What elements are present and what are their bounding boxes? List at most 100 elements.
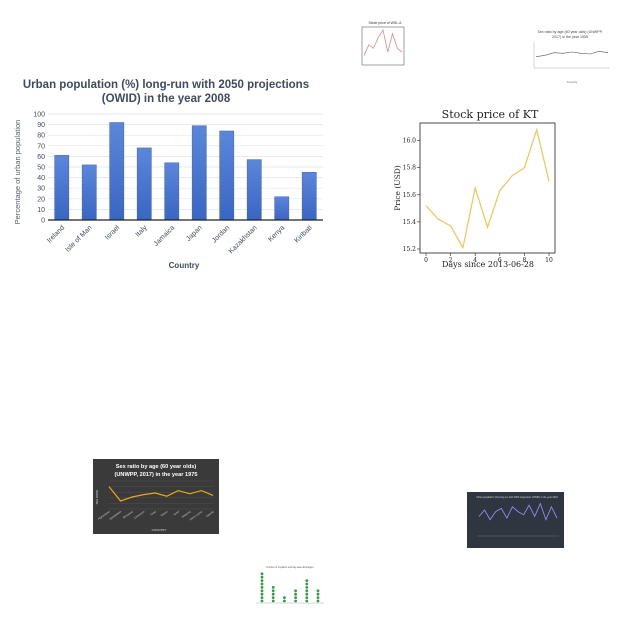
sex-ratio-1975-x-tick-label: Afghanistan bbox=[97, 509, 111, 520]
sex-ratio-1975-title-line2: (UNWPP, 2017) in the year 1975 bbox=[115, 472, 198, 478]
urban-2010-svg: Urban population (%) long-run with 2050 … bbox=[476, 496, 559, 537]
kt-y-tick-label: 15.8 bbox=[403, 165, 417, 172]
bar-jamaica bbox=[164, 162, 180, 221]
wsl-chart-svg: Stock price of WSL.A bbox=[361, 21, 405, 66]
discharges-dot bbox=[305, 599, 309, 603]
bar-x-tick-label: Japan bbox=[185, 224, 204, 243]
discharges-dot bbox=[260, 579, 264, 582]
wsl-plot-frame bbox=[361, 26, 405, 66]
kt-y-tick-label: 15.4 bbox=[403, 219, 417, 226]
stock-price-wsl-thumbnail: Stock price of WSL.A bbox=[352, 18, 412, 72]
discharges-dot bbox=[316, 599, 320, 603]
discharges-dot bbox=[260, 592, 264, 596]
kt-x-axis-label: Days since 2013-06-28 bbox=[442, 260, 534, 269]
bar-chart-y-axis-label: Percentage of urban population bbox=[13, 120, 22, 225]
sex-ratio-1975-x-tick-label: Israel bbox=[172, 509, 180, 516]
sex-ratio-1975-svg: Sex ratio by age (60 year olds) (UNWPP, … bbox=[95, 464, 215, 532]
discharges-dot-thumbnail: Number of in-patient and day-case discha… bbox=[248, 563, 328, 611]
discharges-dot bbox=[271, 599, 275, 603]
discharges-dot bbox=[305, 586, 309, 589]
bar-y-tick-label: 100 bbox=[33, 112, 45, 119]
kt-y-tick-label: 16.0 bbox=[403, 138, 417, 145]
sex-ratio-1975-line bbox=[108, 486, 214, 502]
discharges-dot bbox=[271, 586, 275, 589]
kt-x-tick-label: 2 bbox=[449, 257, 453, 264]
bar-japan bbox=[191, 125, 207, 221]
sex-ratio-1975-x-tick-label: Cameroon bbox=[133, 509, 146, 520]
sex-ratio-1975-y-label: SEX RATIO bbox=[95, 489, 99, 505]
bar-y-tick-label: 60 bbox=[37, 154, 45, 161]
sex-ratio-1975-x-tick-label: Uganda bbox=[205, 509, 215, 518]
discharges-dot bbox=[271, 596, 275, 599]
bar-y-tick-label: 30 bbox=[37, 186, 45, 193]
kt-chart-svg: Stock price of KT 0 2 4 6 8 10 15.2 15.4 15.6 15.… bbox=[393, 108, 556, 269]
discharges-dot bbox=[283, 596, 286, 599]
bar-isle-of-man bbox=[81, 164, 97, 221]
sex-ratio-1955-line bbox=[535, 50, 609, 57]
discharges-dot bbox=[271, 589, 275, 593]
bar-chart-x-axis-label: Country bbox=[169, 261, 200, 270]
discharges-dot bbox=[294, 592, 297, 596]
kt-y-axis-label: Price (USD) bbox=[393, 165, 402, 210]
bar-y-tick-label: 40 bbox=[37, 175, 45, 182]
bar-y-tick-label: 70 bbox=[37, 143, 45, 150]
discharges-dot bbox=[294, 589, 297, 593]
stock-price-kt-line-chart: Stock price of KT 0 2 4 6 8 10 15.2 15.4 15.6 15.… bbox=[390, 100, 568, 275]
discharges-dot bbox=[294, 596, 297, 599]
discharges-title: Number of in-patient and day-case discha… bbox=[267, 566, 315, 569]
discharges-dot bbox=[260, 572, 264, 576]
sex-ratio-1975-x-tick-label: Malaysia bbox=[181, 509, 192, 518]
discharges-dot bbox=[305, 589, 309, 593]
kt-x-tick-label: 10 bbox=[545, 257, 553, 264]
bar-x-tick-label: Ireland bbox=[46, 224, 66, 244]
bar-x-tick-label: Kazakhstan bbox=[228, 224, 259, 255]
sex-ratio-1955-thumbnail: Sex ratio by age (60 year olds) (UNWPP, … bbox=[522, 24, 614, 86]
kt-chart-title: Stock price of KT bbox=[442, 108, 539, 121]
bar-chart-title-line2: (OWID) in the year 2008 bbox=[102, 93, 231, 105]
sex-ratio-1955-svg: Sex ratio by age (60 year olds) (UNWPP, … bbox=[533, 30, 610, 84]
discharges-dot bbox=[305, 582, 309, 586]
bar-y-tick-label: 10 bbox=[37, 207, 45, 214]
discharges-dot bbox=[316, 589, 320, 593]
sex-ratio-1975-x-tick-label: Botswana bbox=[122, 509, 134, 519]
discharges-dot bbox=[260, 596, 264, 599]
urban-bar-chart-svg: Urban population (%) long-run with 2050 … bbox=[13, 79, 323, 270]
kt-price-line bbox=[425, 127, 550, 250]
bar-y-tick-label: 20 bbox=[37, 196, 45, 203]
kt-x-tick-label: 4 bbox=[473, 257, 477, 264]
kt-plot-frame bbox=[419, 122, 556, 254]
discharges-dot bbox=[283, 599, 286, 603]
discharges-dot bbox=[260, 582, 264, 586]
kt-x-tick-label: 6 bbox=[498, 257, 502, 264]
bar-y-tick-label: 50 bbox=[37, 165, 45, 172]
discharges-dot bbox=[305, 596, 309, 599]
bar-jordan bbox=[219, 130, 235, 221]
bar-ireland bbox=[54, 155, 70, 221]
discharges-dot bbox=[271, 592, 275, 596]
bar-kazakhstan bbox=[246, 159, 262, 221]
discharges-dot bbox=[294, 599, 297, 603]
kt-x-tick-label: 0 bbox=[424, 257, 428, 264]
bar-x-tick-label: Isle of Man bbox=[64, 224, 93, 253]
discharges-svg: Number of in-patient and day-case discha… bbox=[256, 566, 324, 604]
sex-ratio-1975-x-tick-label: Sierra Leone bbox=[189, 509, 204, 521]
bar-x-tick-label: Kenya bbox=[267, 224, 286, 243]
bar-y-tick-label: 0 bbox=[41, 218, 45, 225]
bar-chart-title-line1: Urban population (%) long-run with 2050 … bbox=[23, 79, 309, 91]
sex-ratio-1955-title-line1: Sex ratio by age (60 year olds) (UNWPP, bbox=[537, 30, 602, 34]
bar-x-tick-label: Jordan bbox=[211, 224, 231, 244]
urban-2010-title: Urban population (%) long-run with 2050 … bbox=[476, 496, 558, 499]
wsl-price-line bbox=[363, 28, 403, 56]
bar-x-tick-label: Italy bbox=[135, 224, 149, 238]
sex-ratio-1975-x-tick-label: Chad bbox=[149, 509, 157, 516]
sex-ratio-1975-x-label: COUNTRY bbox=[152, 528, 167, 532]
discharges-dot bbox=[316, 596, 320, 599]
sex-ratio-1955-title-line2: 2017) in the year 1955 bbox=[552, 35, 588, 39]
sex-ratio-1955-x-label: Country bbox=[567, 80, 578, 84]
bar-israel bbox=[109, 122, 125, 221]
kt-y-tick-label: 15.6 bbox=[403, 192, 417, 199]
sex-ratio-1975-x-tick-label: Gabon bbox=[160, 509, 169, 517]
discharges-dot bbox=[260, 589, 264, 593]
wsl-chart-title: Stock price of WSL.A bbox=[368, 21, 402, 25]
kt-x-tick-label: 8 bbox=[522, 257, 526, 264]
